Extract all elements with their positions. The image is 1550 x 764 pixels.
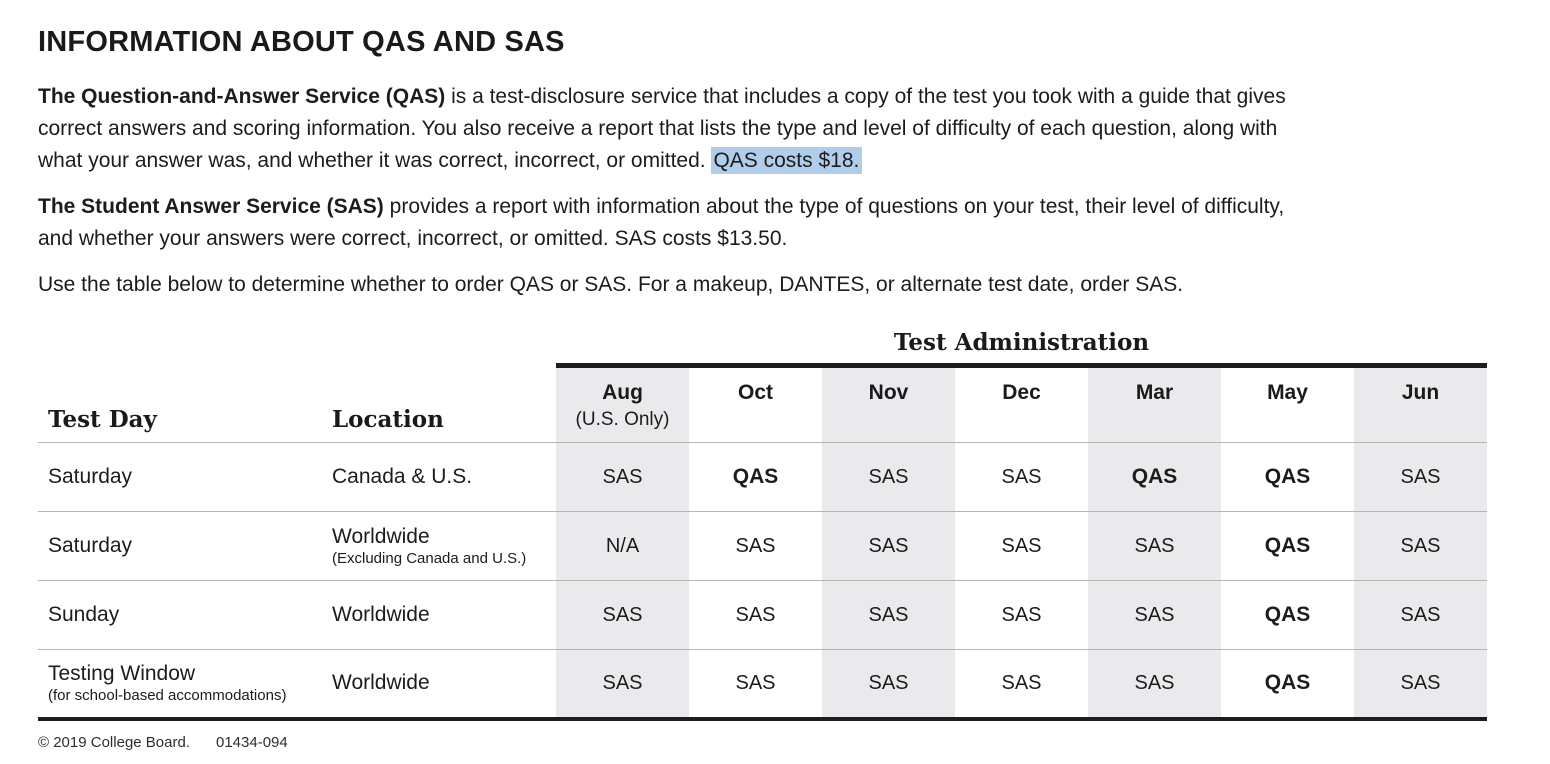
test-day-text: Saturday xyxy=(48,465,133,488)
table-row-saturday-worldwide: Saturday Worldwide (Excluding Canada and… xyxy=(38,511,1487,581)
location-text: Worldwide xyxy=(332,525,430,548)
value-cell-oct: SAS xyxy=(689,511,822,581)
column-header-test-day: Test Day xyxy=(38,365,330,443)
column-header-location: Location xyxy=(330,365,556,443)
value-cell-nov: SAS xyxy=(822,511,955,581)
test-day-text: Saturday xyxy=(48,534,133,557)
value-cell-mar: SAS xyxy=(1088,511,1221,581)
administration-title-row: Test Administration xyxy=(38,317,1487,366)
column-header-nov: Nov xyxy=(822,363,955,443)
value-cell-dec: SAS xyxy=(955,511,1088,581)
test-day-text: Testing Window xyxy=(48,662,196,686)
table-note: Use the table below to determine whether… xyxy=(38,273,1184,296)
document-code: 01434-094 xyxy=(216,733,288,751)
value-cell-oct: QAS xyxy=(689,442,822,512)
location-cell: Canada & U.S. xyxy=(330,442,556,512)
sas-paragraph: The Student Answer Service (SAS) provide… xyxy=(38,191,1293,255)
value-cell-nov: SAS xyxy=(822,649,955,721)
column-header-may: May xyxy=(1221,363,1354,443)
sas-lead-bold: The Student Answer Service (SAS) xyxy=(38,195,384,218)
copyright-text: © 2019 College Board. xyxy=(38,733,190,751)
value-cell-nov: SAS xyxy=(822,442,955,512)
value-cell-oct: SAS xyxy=(689,649,822,721)
value-cell-may: QAS xyxy=(1221,442,1354,512)
value-cell-aug: SAS xyxy=(556,580,689,650)
month-label: Nov xyxy=(868,381,909,404)
column-header-dec: Dec xyxy=(955,363,1088,443)
qas-sas-table: Test Administration Test Day Location Au… xyxy=(38,317,1487,721)
location-subtext: (Excluding Canada and U.S.) xyxy=(332,550,527,567)
month-label: Dec xyxy=(1002,381,1041,404)
table-row-testing-window: Testing Window (for school-based accommo… xyxy=(38,649,1487,721)
test-day-cell: Testing Window (for school-based accommo… xyxy=(38,649,330,721)
page-footer: © 2019 College Board. 01434-094 xyxy=(38,734,1512,751)
value-cell-mar: QAS xyxy=(1088,442,1221,512)
column-header-aug: Aug (U.S. Only) xyxy=(556,363,689,443)
location-text: Worldwide xyxy=(332,671,430,695)
column-header-mar: Mar xyxy=(1088,363,1221,443)
value-cell-jun: SAS xyxy=(1354,649,1487,721)
value-cell-may: QAS xyxy=(1221,511,1354,581)
qas-lead-bold: The Question-and-Answer Service (QAS) xyxy=(38,85,446,108)
qas-paragraph: The Question-and-Answer Service (QAS) is… xyxy=(38,81,1293,177)
location-cell: Worldwide xyxy=(330,649,556,721)
table-administration-title: Test Administration xyxy=(893,329,1150,356)
value-cell-dec: SAS xyxy=(955,649,1088,721)
value-cell-dec: SAS xyxy=(955,442,1088,512)
month-label: Mar xyxy=(1135,381,1174,404)
table-row-sunday-worldwide: Sunday Worldwide SAS SAS SAS SAS SAS QAS… xyxy=(38,580,1487,650)
value-cell-oct: SAS xyxy=(689,580,822,650)
value-cell-nov: SAS xyxy=(822,580,955,650)
value-cell-jun: SAS xyxy=(1354,442,1487,512)
table-row-saturday-canada-us: Saturday Canada & U.S. SAS QAS SAS SAS Q… xyxy=(38,442,1487,512)
value-cell-may: QAS xyxy=(1221,580,1354,650)
value-cell-jun: SAS xyxy=(1354,580,1487,650)
value-cell-mar: SAS xyxy=(1088,580,1221,650)
test-day-cell: Saturday xyxy=(38,442,330,512)
value-cell-may: QAS xyxy=(1221,649,1354,721)
column-header-jun: Jun xyxy=(1354,363,1487,443)
location-text: Canada & U.S. xyxy=(332,465,473,488)
location-cell: Worldwide xyxy=(330,580,556,650)
value-cell-dec: SAS xyxy=(955,580,1088,650)
location-text: Worldwide xyxy=(332,603,430,626)
month-label: Aug xyxy=(602,381,643,404)
value-cell-aug: N/A xyxy=(556,511,689,581)
test-day-cell: Saturday xyxy=(38,511,330,581)
month-label: Oct xyxy=(737,381,773,404)
admin-title-spacer xyxy=(38,317,556,366)
qas-body-text: is a test-disclosure service that includ… xyxy=(38,85,1286,172)
value-cell-aug: SAS xyxy=(556,442,689,512)
column-header-oct: Oct xyxy=(689,363,822,443)
month-sublabel: (U.S. Only) xyxy=(575,409,670,430)
value-cell-mar: SAS xyxy=(1088,649,1221,721)
test-day-text: Sunday xyxy=(48,603,120,626)
page-title: INFORMATION ABOUT QAS AND SAS xyxy=(38,26,565,58)
month-label: Jun xyxy=(1401,381,1440,404)
test-day-subtext: (for school-based accommodations) xyxy=(48,687,287,705)
location-cell: Worldwide (Excluding Canada and U.S.) xyxy=(330,511,556,581)
qas-cost-highlight: QAS costs $18. xyxy=(711,147,863,174)
test-day-cell: Sunday xyxy=(38,580,330,650)
value-cell-jun: SAS xyxy=(1354,511,1487,581)
sas-body-text: provides a report with information about… xyxy=(38,195,1285,250)
column-header-row: Test Day Location Aug (U.S. Only) Oct No… xyxy=(38,363,1487,443)
value-cell-aug: SAS xyxy=(556,649,689,721)
month-label: May xyxy=(1267,381,1308,404)
